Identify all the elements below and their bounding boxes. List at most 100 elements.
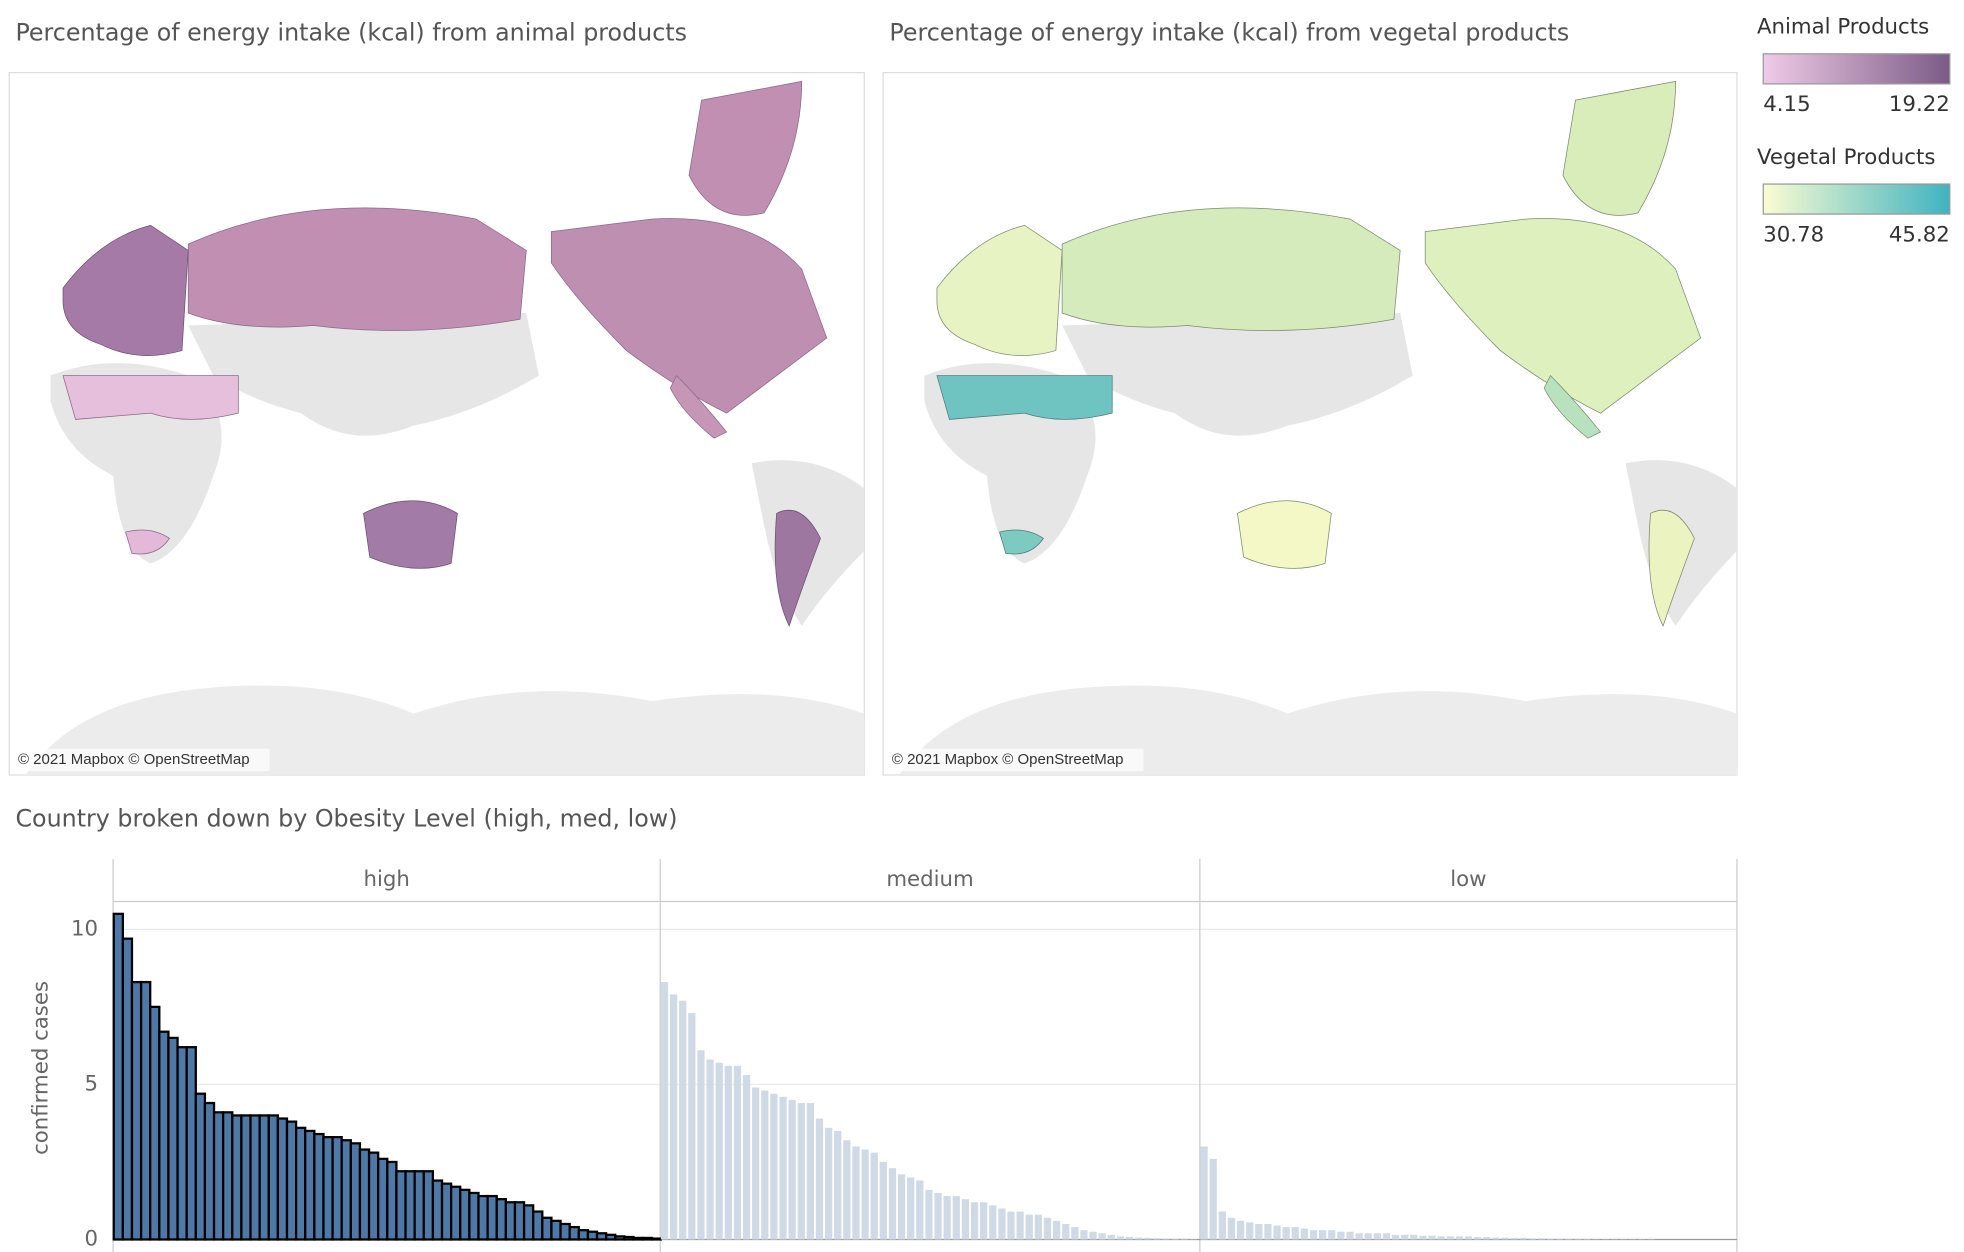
bar (1428, 1235, 1436, 1240)
bar (167, 1036, 179, 1241)
bar (934, 1192, 942, 1240)
map-title: Percentage of energy intake (kcal) from … (15, 18, 687, 46)
bar (1364, 1233, 1372, 1240)
bar (322, 1136, 334, 1241)
bar (1419, 1235, 1427, 1240)
bar (1565, 1238, 1573, 1240)
bar (788, 1099, 796, 1240)
bar (450, 1185, 462, 1241)
bar (1273, 1225, 1281, 1240)
bar (650, 1237, 662, 1241)
bar (852, 1146, 860, 1240)
bar (1255, 1223, 1263, 1240)
bar (688, 1013, 696, 1240)
bar (1309, 1230, 1318, 1240)
bar (1144, 1237, 1152, 1240)
bar (660, 982, 669, 1240)
bar (1016, 1211, 1024, 1240)
bar (586, 1230, 599, 1241)
bar (916, 1180, 924, 1240)
bar (1264, 1223, 1272, 1240)
legend-title: Animal Products (1757, 15, 1929, 40)
bar (541, 1216, 553, 1241)
bar (943, 1196, 951, 1240)
bar (1236, 1220, 1245, 1240)
bar (669, 994, 678, 1240)
bar (1556, 1238, 1564, 1240)
bar (1162, 1238, 1170, 1240)
bar (761, 1090, 769, 1240)
bar (706, 1059, 714, 1240)
bar (888, 1168, 897, 1240)
bar (925, 1189, 933, 1240)
bar (989, 1205, 997, 1240)
bar (276, 1117, 289, 1241)
bar (431, 1179, 444, 1241)
legend-max: 19.22 (1889, 92, 1950, 117)
bar (605, 1233, 617, 1241)
bar (1034, 1214, 1042, 1240)
bar (961, 1199, 970, 1240)
bar-chart: 0 5 10 high medium low (71, 858, 1738, 1252)
legend-title: Vegetal Products (1757, 145, 1935, 170)
bar (577, 1229, 590, 1241)
panel-label: high (363, 867, 409, 892)
bar (1025, 1214, 1033, 1240)
bar (395, 1170, 407, 1241)
bar (331, 1136, 343, 1241)
bar (870, 1152, 878, 1240)
bar (1346, 1231, 1354, 1240)
bar (897, 1174, 906, 1240)
bar (1282, 1227, 1290, 1240)
bar (1071, 1227, 1079, 1240)
bar (550, 1219, 562, 1241)
bar (568, 1225, 580, 1241)
bar (413, 1170, 425, 1241)
bar (240, 1114, 252, 1241)
bar (386, 1160, 398, 1241)
y-axis-label: confirmed cases (29, 981, 54, 1155)
bar (1180, 1238, 1188, 1240)
bar (249, 1114, 261, 1241)
bar (1107, 1234, 1115, 1240)
bar (1410, 1234, 1418, 1240)
bar (349, 1142, 362, 1241)
bar (1300, 1228, 1309, 1240)
bar (149, 1005, 161, 1241)
bar (559, 1222, 571, 1241)
bar (377, 1157, 389, 1241)
bar (742, 1075, 751, 1240)
bar (1391, 1234, 1400, 1240)
bar (1501, 1237, 1509, 1240)
color-ramp (1762, 183, 1951, 215)
bar (641, 1236, 653, 1241)
y-tick-label: 0 (85, 1226, 99, 1251)
bar (779, 1096, 787, 1240)
legend-max: 45.82 (1889, 222, 1950, 247)
bar (1519, 1237, 1527, 1240)
bar (1337, 1231, 1345, 1240)
map-attribution: © 2021 Mapbox © OpenStreetMap (892, 751, 1124, 768)
bar (1052, 1220, 1061, 1240)
map: © 2021 Mapbox © OpenStreetMap (882, 71, 1738, 776)
bar (595, 1232, 608, 1241)
color-ramp (1762, 53, 1951, 85)
bar (752, 1087, 760, 1240)
bar (980, 1202, 988, 1240)
bar (815, 1118, 824, 1240)
bar (1437, 1236, 1445, 1240)
bar (824, 1127, 833, 1240)
bar (222, 1111, 234, 1241)
bar (1528, 1238, 1536, 1240)
bar (285, 1120, 298, 1241)
bar (834, 1130, 842, 1240)
map: © 2021 Mapbox © OpenStreetMap (8, 71, 865, 776)
bar (231, 1114, 243, 1241)
bar (907, 1177, 915, 1240)
bar (185, 1046, 197, 1241)
panel-label: medium (886, 867, 973, 892)
bar (1007, 1211, 1015, 1240)
bar (1474, 1236, 1482, 1240)
bar (340, 1139, 352, 1241)
